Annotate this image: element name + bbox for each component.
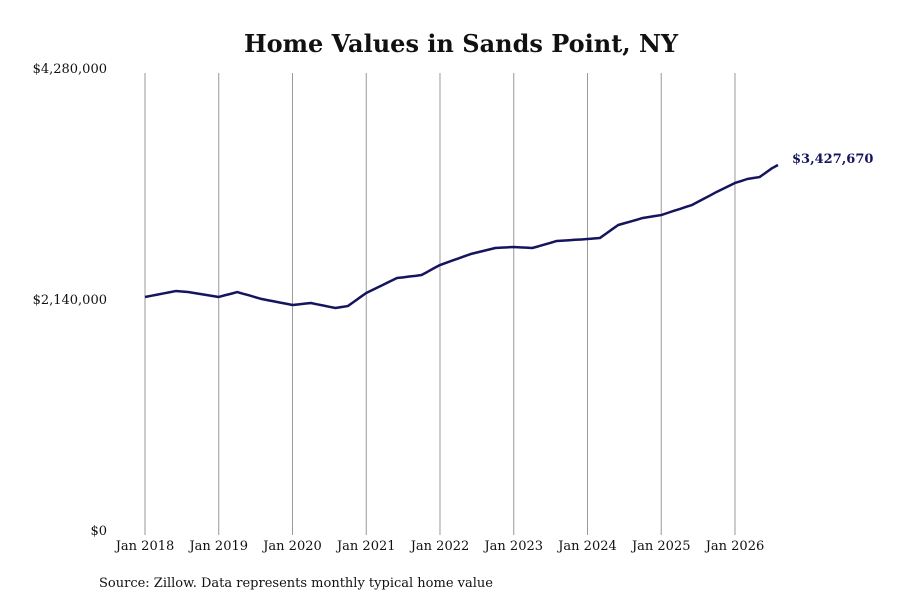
x-tick-label: Jan 2018 (114, 539, 175, 554)
x-tick-label: Jan 2024 (556, 539, 617, 554)
source-note: Source: Zillow. Data represents monthly … (99, 576, 493, 591)
y-tick-label: $0 (90, 524, 107, 539)
x-tick-label: Jan 2025 (630, 539, 691, 554)
line (144, 163, 779, 310)
x-tick-label: Jan 2022 (409, 539, 470, 554)
value-label: $3,427,670 (792, 152, 873, 167)
x-tick-label: Jan 2020 (261, 539, 322, 554)
x-tick-label: Jan 2021 (335, 539, 396, 554)
y-tick-label: $4,280,000 (33, 62, 107, 77)
x-tick-label: Jan 2019 (187, 539, 248, 554)
x-tick-label: Jan 2023 (482, 539, 543, 554)
y-tick-label: $2,140,000 (33, 293, 107, 308)
x-tick-label: Jan 2026 (704, 539, 765, 554)
chart-title: Home Values in Sands Point, NY (244, 29, 679, 58)
